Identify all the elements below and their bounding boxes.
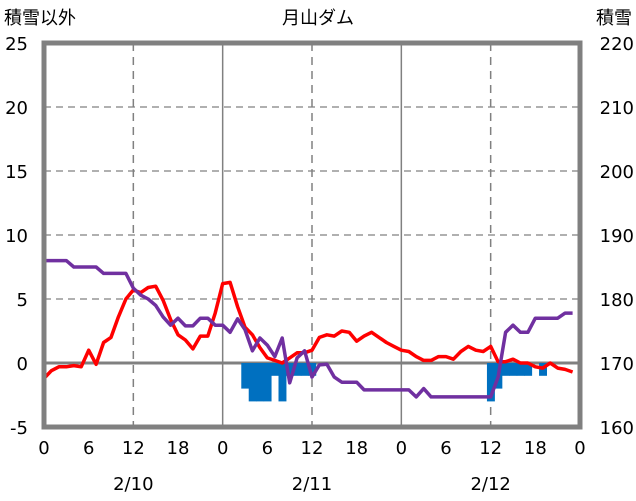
x-tick-label: 12 [479, 438, 502, 459]
snow-bar [278, 363, 287, 402]
x-tick-label: 6 [440, 438, 451, 459]
day-label: 2/10 [113, 474, 153, 495]
x-tick-label: 6 [262, 438, 273, 459]
x-tick-label: 12 [301, 438, 324, 459]
x-tick-label: 18 [345, 438, 368, 459]
snow-bar [293, 363, 302, 376]
snow-bar [524, 363, 533, 376]
left-tick-label: 5 [17, 290, 28, 311]
day-label: 2/11 [292, 474, 332, 495]
left-tick-label: 25 [5, 34, 28, 55]
left-tick-label: 15 [5, 162, 28, 183]
x-tick-label: 0 [396, 438, 407, 459]
snow-bar [241, 363, 250, 389]
purple-series-line [44, 258, 573, 399]
right-tick-label: 210 [600, 98, 634, 119]
snow-bar [486, 363, 495, 402]
x-tick-label: 0 [574, 438, 585, 459]
x-tick-label: 12 [122, 438, 145, 459]
left-tick-label: 20 [5, 98, 28, 119]
right-tick-label: 220 [600, 34, 634, 55]
snow-bar [271, 363, 279, 376]
x-tick-label: 18 [167, 438, 190, 459]
snow-bar [516, 363, 525, 376]
snow-bar [501, 363, 510, 376]
red-series-line [42, 280, 574, 380]
x-tick-label: 6 [83, 438, 94, 459]
left-tick-label: 10 [5, 226, 28, 247]
snow-bar [285, 363, 294, 376]
chart-title: 月山ダム [282, 8, 354, 29]
x-tick-label: 18 [524, 438, 547, 459]
right-tick-label: 180 [600, 290, 634, 311]
right-tick-label: 170 [600, 354, 634, 375]
snow-bar [248, 363, 257, 402]
right-tick-label: 200 [600, 162, 634, 183]
plot-frame [41, 40, 583, 430]
plot-border [41, 40, 583, 430]
line-series [42, 258, 574, 399]
snow-bar [308, 363, 317, 376]
day-label: 2/12 [470, 474, 510, 495]
x-tick-label: 0 [38, 438, 49, 459]
left-axis-title: 積雪以外 [4, 8, 76, 29]
snow-bar [263, 363, 272, 402]
x-tick-label: 0 [217, 438, 228, 459]
left-tick-label: 0 [17, 354, 28, 375]
right-axis-title: 積雪 [596, 8, 632, 29]
snow-bar [300, 363, 309, 376]
right-tick-label: 190 [600, 226, 634, 247]
snow-bar [509, 363, 518, 376]
left-tick-label: -5 [10, 418, 28, 439]
snow-bar [256, 363, 265, 402]
right-tick-label: 160 [600, 418, 634, 439]
